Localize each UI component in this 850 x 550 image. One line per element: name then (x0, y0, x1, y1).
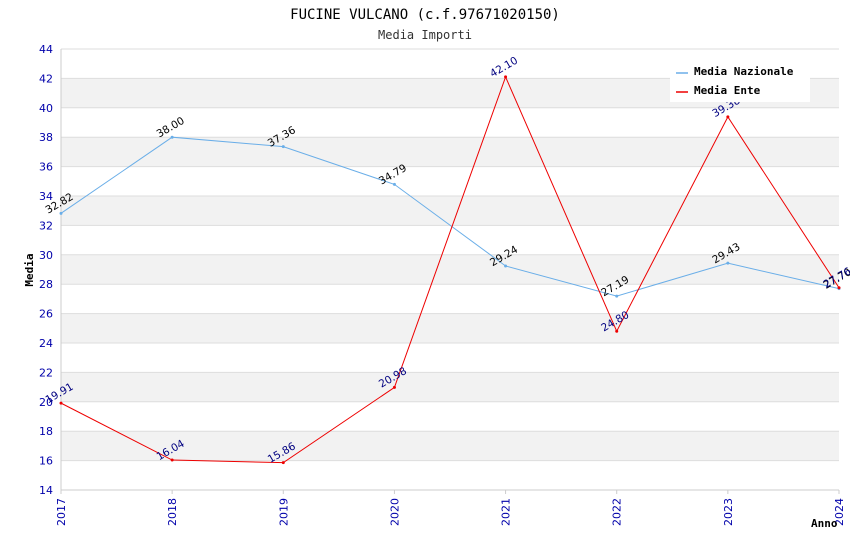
y-tick-label: 36 (39, 161, 53, 174)
point-media-nazionale (281, 145, 285, 149)
x-tick-label: 2021 (500, 498, 513, 526)
series-group (59, 75, 841, 465)
chart-title: FUCINE VULCANO (c.f.97671020150) (290, 7, 560, 23)
grid-band (61, 372, 839, 402)
legend-label-nazionale: Media Nazionale (694, 65, 794, 78)
y-tick-label: 24 (39, 337, 53, 350)
point-media-ente (726, 115, 730, 119)
point-media-ente (392, 385, 396, 389)
x-tick-label: 2023 (722, 498, 735, 526)
y-tick-label: 22 (39, 366, 53, 379)
x-axis-ticks: 2017 2018 2019 2020 2021 2022 2023 2024 (55, 490, 846, 526)
point-media-nazionale (615, 294, 619, 298)
y-tick-label: 18 (39, 425, 53, 438)
point-media-nazionale (726, 261, 730, 265)
grid-band (61, 254, 839, 285)
data-label-media-ente: 19.91 (43, 381, 75, 406)
legend-label-ente: Media Ente (694, 84, 761, 97)
y-tick-label: 26 (39, 308, 53, 321)
x-axis-label: Anno (811, 517, 838, 530)
y-tick-label: 30 (39, 249, 53, 262)
point-media-nazionale (392, 182, 396, 186)
y-tick-label: 40 (39, 102, 53, 115)
series-line-media-nazionale (60, 136, 840, 297)
y-tick-label: 28 (39, 278, 53, 291)
grid-band (61, 196, 839, 226)
grid-band (61, 313, 839, 343)
y-tick-label: 38 (39, 131, 53, 144)
y-axis-label: Media (23, 253, 36, 286)
x-tick-label: 2022 (611, 498, 624, 526)
point-media-nazionale (170, 135, 174, 139)
y-tick-label: 32 (39, 219, 53, 232)
data-label-media-ente: 42.10 (488, 55, 520, 80)
x-tick-label: 2020 (388, 498, 401, 526)
point-media-ente (504, 75, 508, 79)
point-media-ente (281, 461, 285, 465)
x-tick-label: 2018 (166, 498, 179, 526)
legend-box (670, 60, 810, 102)
data-label-media-nazionale: 38.00 (155, 115, 187, 140)
y-tick-label: 42 (39, 72, 53, 85)
grid-band (61, 431, 839, 461)
x-tick-label: 2024 (833, 498, 846, 526)
point-media-ente (837, 286, 841, 290)
chart-subtitle: Media Importi (378, 28, 472, 42)
grid-band (61, 137, 839, 167)
point-media-nazionale (59, 211, 63, 215)
point-media-ente (615, 329, 619, 333)
grid-bands (61, 78, 839, 461)
point-media-ente (59, 401, 63, 405)
x-tick-label: 2017 (55, 498, 68, 526)
y-tick-label: 44 (39, 43, 53, 56)
series-line-media-ente (60, 75, 840, 464)
y-tick-label: 34 (39, 190, 53, 203)
y-tick-label: 14 (39, 484, 53, 497)
legend: Media Nazionale Media Ente (670, 60, 810, 102)
x-tick-label: 2019 (277, 498, 290, 526)
point-media-nazionale (504, 264, 508, 268)
y-axis-ticks: 14 16 18 20 22 24 26 28 30 32 34 36 38 40 42 44 (39, 43, 53, 497)
y-tick-label: 16 (39, 455, 53, 468)
y-tick-label: 20 (39, 396, 53, 409)
point-media-ente (170, 458, 174, 462)
